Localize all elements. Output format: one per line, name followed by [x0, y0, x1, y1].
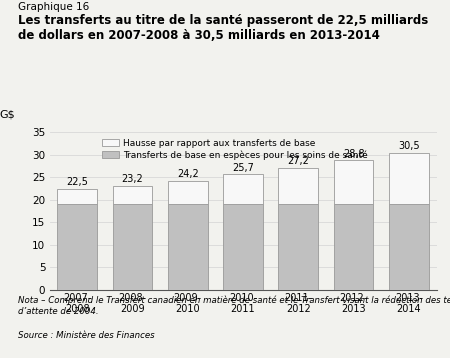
Bar [389, 153, 429, 204]
Bar [333, 160, 374, 204]
Bar [57, 189, 97, 204]
Bar [168, 181, 207, 204]
Bar [112, 185, 153, 204]
Text: 24,2: 24,2 [177, 169, 198, 179]
Bar [279, 204, 318, 290]
Bar [112, 204, 153, 290]
Bar [279, 168, 318, 204]
Bar [223, 204, 263, 290]
Text: G$: G$ [0, 110, 15, 120]
Text: 30,5: 30,5 [398, 141, 420, 151]
Text: Nota – Comprend le Transfert canadien en matière de santé et le Transfert visant: Nota – Comprend le Transfert canadien en… [18, 295, 450, 316]
Bar [57, 204, 97, 290]
Bar [389, 204, 429, 290]
Text: 28,8: 28,8 [343, 149, 364, 159]
Text: Les transferts au titre de la santé passeront de 22,5 milliards
de dollars en 20: Les transferts au titre de la santé pass… [18, 14, 428, 42]
Bar [333, 204, 374, 290]
Text: Graphique 16: Graphique 16 [18, 2, 89, 12]
Bar [168, 204, 207, 290]
Text: 27,2: 27,2 [288, 156, 309, 166]
Text: 25,7: 25,7 [232, 163, 254, 173]
Text: Source : Ministère des Finances: Source : Ministère des Finances [18, 331, 155, 340]
Text: 23,2: 23,2 [122, 174, 143, 184]
Bar [223, 174, 263, 204]
Legend: Hausse par rapport aux transferts de base, Transferts de base en espèces pour le: Hausse par rapport aux transferts de bas… [100, 137, 369, 161]
Text: 22,5: 22,5 [66, 177, 88, 187]
